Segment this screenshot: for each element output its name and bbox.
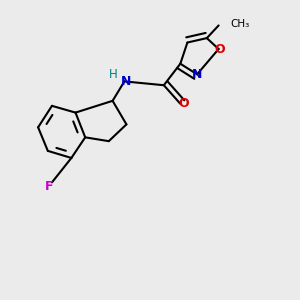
Text: O: O: [215, 43, 225, 56]
Text: N: N: [192, 68, 202, 81]
Text: H: H: [109, 68, 118, 81]
Text: N: N: [121, 75, 131, 88]
Text: F: F: [45, 180, 53, 193]
Text: CH₃: CH₃: [230, 19, 250, 29]
Text: O: O: [178, 97, 189, 110]
